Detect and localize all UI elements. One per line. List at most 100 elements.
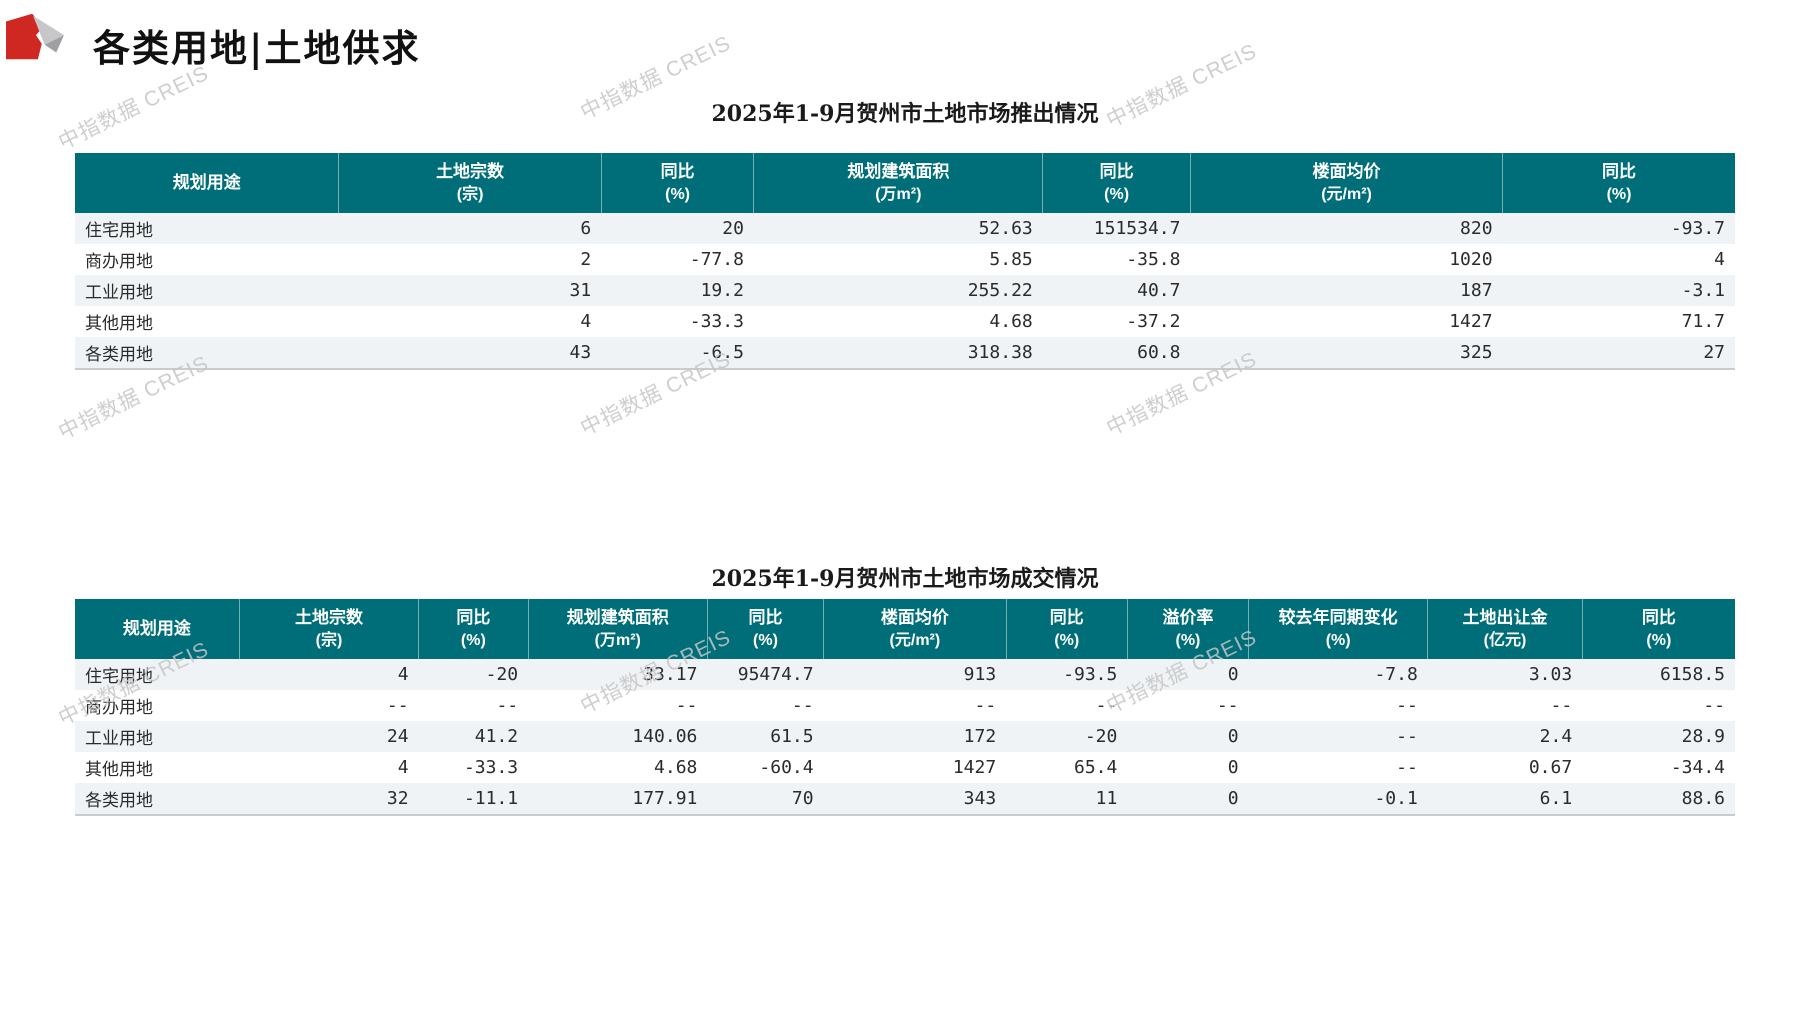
column-header-line2: (宗) [456, 185, 484, 203]
table-cell: 4 [1714, 249, 1725, 270]
table-cell: -77.8 [689, 249, 744, 270]
column-header-line2: (%) [1175, 631, 1201, 649]
column-header: 规划建筑面积 (万m²) [528, 599, 708, 659]
table-cell: 27 [1502, 337, 1735, 370]
table-cell: -35.8 [1126, 249, 1181, 270]
table-cell: 33.17 [643, 664, 698, 685]
column-header-line1: 规划建筑面积 [847, 161, 950, 181]
column-header-line2: (万m²) [875, 185, 922, 203]
table-cell: -- [1550, 695, 1573, 716]
column-header: 同比 (%) [1042, 153, 1191, 213]
table-row: 住宅用地 6 20 52.63 151534.7 820 -93.7 [75, 213, 1735, 244]
table-row: 各类用地 32 -11.1 177.91 70 343 11 0 -0.1 6.1 88.6 [75, 783, 1735, 816]
column-header: 溢价率 (%) [1127, 599, 1250, 659]
table-cell: 70 [707, 783, 824, 816]
column-header: 较去年同期变化 (%) [1248, 599, 1429, 659]
table-cell: 2.4 [1539, 726, 1573, 747]
column-header: 土地宗数 (宗) [239, 599, 420, 659]
table-cell: 4.68 [989, 311, 1033, 332]
table-cell: 4.68 [654, 757, 698, 778]
table-cell: -20 [485, 664, 519, 685]
column-header: 规划用途 [75, 153, 340, 213]
table-row: 其他用地 4 -33.3 4.68 -37.2 1427 71.7 [75, 306, 1735, 337]
table-cell: -6.5 [601, 337, 754, 370]
table-cell: 318.38 [753, 337, 1043, 370]
table-cell: 95474.7 [737, 664, 814, 685]
table-cell: 0 [1227, 757, 1239, 778]
table-cell: -- [1396, 695, 1418, 716]
column-header-line1: 规划用途 [172, 172, 241, 192]
column-header-line2: (%) [460, 631, 486, 649]
table-cell: -- [974, 695, 997, 716]
table-cell: 60.8 [1042, 337, 1191, 370]
table-cell: 61.5 [770, 726, 814, 747]
row-label: 各类用地 [75, 783, 240, 816]
table-cell: 255.22 [967, 280, 1033, 301]
table-cell: 820 [1460, 218, 1493, 239]
column-header-line1: 同比 [456, 607, 491, 627]
table-cell: -0.1 [1248, 783, 1428, 816]
table-cell: -33.3 [689, 311, 744, 332]
table-cell: 32 [239, 783, 419, 816]
table-cell: 65.4 [1074, 757, 1118, 778]
column-header-line1: 同比 [748, 607, 783, 627]
table-cell: 0 [1227, 726, 1239, 747]
table-cell: -20 [1084, 726, 1118, 747]
table-cell: 177.91 [528, 783, 708, 816]
column-header-line2: (亿元) [1483, 631, 1527, 649]
table-row: 其他用地 4 -33.3 4.68 -60.4 1427 65.4 0 -- 0.67 -34.4 [75, 752, 1735, 783]
table-cell: 6158.5 [1659, 664, 1725, 685]
column-header-line2: (元/m²) [889, 631, 941, 649]
column-header-line2: (%) [1325, 631, 1351, 649]
column-header-line2: (%) [1104, 185, 1130, 203]
creis-logo-icon [6, 13, 64, 60]
table-cell: 6 [580, 218, 592, 239]
column-header-line2: (%) [665, 185, 690, 203]
column-header-line1: 土地宗数 [294, 607, 363, 627]
column-header: 同比 (%) [418, 599, 529, 659]
row-label: 其他用地 [85, 760, 153, 779]
column-header-line1: 同比 [1049, 607, 1084, 627]
table-cell: 0 [1227, 664, 1239, 685]
table-cell: 140.06 [632, 726, 698, 747]
row-label: 商办用地 [85, 698, 153, 717]
table-cell: 4 [397, 757, 409, 778]
table-cell: 71.7 [1681, 311, 1725, 332]
table-cell: 343 [823, 783, 1007, 816]
table-cell: 172 [963, 726, 997, 747]
row-label: 各类用地 [75, 337, 339, 370]
column-header-line2: (万m²) [594, 631, 641, 649]
table-cell: -- [496, 695, 519, 716]
table-cell: 0 [1127, 783, 1249, 816]
column-header: 同比 (%) [601, 153, 755, 213]
table-cell: 1020 [1449, 249, 1493, 270]
table-cell: 28.9 [1681, 726, 1725, 747]
table-cell: 151534.7 [1093, 218, 1181, 239]
table-cell: -- [1703, 695, 1725, 716]
table-cell: 187 [1460, 280, 1493, 301]
table-cell: -- [675, 695, 698, 716]
table-cell: -- [1396, 726, 1418, 747]
table-cell: -- [386, 695, 409, 716]
table-cell: 43 [338, 337, 602, 370]
table-cell: -7.8 [1374, 664, 1418, 685]
column-header: 同比 (%) [707, 599, 825, 659]
row-label: 住宅用地 [85, 667, 153, 686]
column-header: 同比 (%) [1006, 599, 1128, 659]
table-cell: -93.7 [1670, 218, 1725, 239]
table-row: 工业用地 31 19.2 255.22 40.7 187 -3.1 [75, 275, 1735, 306]
column-header-line1: 较去年同期变化 [1278, 607, 1398, 627]
column-header-line2: (%) [1606, 185, 1632, 203]
table-cell: 4 [397, 664, 409, 685]
column-header-line1: 同比 [1602, 161, 1637, 181]
table-row: 工业用地 24 41.2 140.06 61.5 172 -20 0 -- 2.4 28.9 [75, 721, 1735, 752]
table-cell: 1427 [1449, 311, 1493, 332]
table-cell: 6.1 [1427, 783, 1583, 816]
table-cell: -3.1 [1681, 280, 1725, 301]
table-row: 商办用地 -- -- -- -- -- -- -- -- -- -- [75, 690, 1735, 721]
table-cell: -11.1 [418, 783, 529, 816]
table-row: 商办用地 2 -77.8 5.85 -35.8 1020 4 [75, 244, 1735, 275]
table-cell: 19.2 [700, 280, 744, 301]
table-cell: 0.67 [1528, 757, 1573, 778]
